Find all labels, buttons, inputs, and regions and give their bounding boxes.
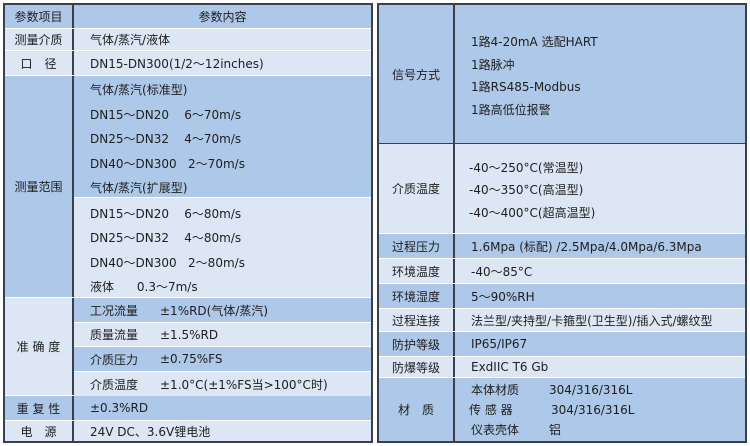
accuracy-value: ±1%RD(气体/蒸汽) — [160, 303, 269, 318]
temp-line: -40～400°C(超高温型) — [469, 206, 596, 220]
range-line: DN40～DN300 2～80m/s — [90, 256, 245, 270]
row-diameter: 口 径 DN15-DN300(1/2～12inches) — [5, 51, 371, 76]
accuracy-value: ±1.0°C(±1%FS当>100°C时) — [160, 377, 328, 392]
range-line: DN25～DN32 4～70m/s — [90, 132, 242, 146]
label: 测量范围 — [5, 76, 74, 297]
row-ambient-temp: 环境温度 -40～85°C — [379, 259, 745, 284]
value: -40～85°C — [471, 264, 533, 279]
signal-line: 1路4-20mA 选配HART — [471, 35, 598, 49]
row-protection: 防护等级 IP65/IP67 — [379, 332, 745, 357]
range-line: DN15～DN20 6～80m/s — [90, 207, 242, 221]
header-item: 参数项目 — [5, 5, 74, 28]
row-medium-temp: 介质温度 -40～250°C(常温型) -40～350°C(高温型) -40～4… — [379, 144, 745, 234]
label: 准 确 度 — [5, 298, 74, 395]
row-range: 测量范围 气体/蒸汽(标准型) DN15～DN20 6～70m/s DN25～D… — [5, 76, 371, 298]
spec-table-right: 信号方式 1路4-20mA 选配HART 1路脉冲 1路RS485-Modbus… — [377, 3, 747, 443]
label: 电 源 — [5, 421, 74, 441]
value: 法兰型/夹持型/卡箍型(卫生型)/插入式/螺纹型 — [471, 313, 713, 328]
accuracy-key: 介质温度 — [90, 377, 139, 392]
range-line: 液体 0.3～7m/s — [90, 280, 198, 294]
accuracy-key: 介质压力 — [90, 352, 139, 367]
signal-line: 1路高低位报警 — [471, 103, 551, 117]
value: 24V DC、3.6V锂电池 — [90, 424, 211, 439]
range-line: 气体/蒸汽(扩展型) — [90, 181, 188, 195]
label: 介质温度 — [379, 144, 455, 233]
value: 气体/蒸汽/液体 — [90, 33, 171, 47]
signal-line: 1路脉冲 — [471, 58, 515, 72]
row-repeatability: 重 复 性 ±0.3%RD — [5, 396, 371, 421]
row-explosion: 防爆等级 ExdIIC T6 Gb — [379, 357, 745, 378]
value: DN15-DN300(1/2～12inches) — [90, 56, 264, 71]
header-content: 参数内容 — [198, 10, 247, 24]
range-line: 气体/蒸汽(标准型) — [90, 83, 188, 97]
material-key: 传 感 器 — [469, 403, 513, 417]
row-material: 材 质 本体材质 304/316/316L 传 感 器 304/316/316L 仪… — [379, 378, 745, 441]
range-line: DN40～DN300 2～70m/s — [90, 157, 245, 171]
material-key: 仪表壳体 — [471, 423, 520, 437]
signal-line: 1路RS485-Modbus — [471, 80, 581, 94]
label: 材 质 — [379, 378, 455, 441]
label: 信号方式 — [379, 5, 455, 143]
label: 过程连接 — [379, 309, 455, 331]
material-value: 304/316/316L — [549, 383, 633, 397]
temp-line: -40～350°C(高温型) — [469, 183, 584, 197]
material-value: 304/316/316L — [551, 403, 635, 417]
row-humidity: 环境湿度 5～90%RH — [379, 284, 745, 309]
range-line: DN15～DN20 6～70m/s — [90, 108, 242, 122]
value: 5～90%RH — [471, 289, 535, 304]
row-pressure: 过程压力 1.6Mpa (标配) /2.5Mpa/4.0Mpa/6.3Mpa — [379, 234, 745, 259]
label: 过程压力 — [379, 234, 455, 258]
row-connection: 过程连接 法兰型/夹持型/卡箍型(卫生型)/插入式/螺纹型 — [379, 309, 745, 332]
accuracy-key: 工况流量 — [90, 303, 139, 318]
value: ExdIIC T6 Gb — [471, 360, 549, 374]
label: 防爆等级 — [379, 357, 455, 377]
accuracy-value: ±1.5%RD — [160, 327, 219, 342]
spec-table-left: 参数项目 参数内容 测量介质 气体/蒸汽/液体 口 径 DN15-DN300(1… — [3, 3, 373, 443]
label: 重 复 性 — [5, 396, 74, 420]
row-medium: 测量介质 气体/蒸汽/液体 — [5, 29, 371, 51]
label: 口 径 — [5, 51, 74, 75]
material-value: 铝 — [549, 423, 562, 437]
label: 环境湿度 — [379, 284, 455, 308]
row-signal: 信号方式 1路4-20mA 选配HART 1路脉冲 1路RS485-Modbus… — [379, 5, 745, 144]
header-row: 参数项目 参数内容 — [5, 5, 371, 29]
label: 环境温度 — [379, 259, 455, 283]
row-accuracy: 准 确 度 工况流量 ±1%RD(气体/蒸汽) 质量流量 ±1.5%RD 介质压力 ±… — [5, 298, 371, 396]
value: IP65/IP67 — [471, 337, 528, 351]
value: ±0.3%RD — [90, 401, 149, 415]
accuracy-value: ±0.75%FS — [160, 352, 223, 366]
label: 测量介质 — [5, 29, 74, 50]
temp-line: -40～250°C(常温型) — [469, 161, 584, 175]
value: 1.6Mpa (标配) /2.5Mpa/4.0Mpa/6.3Mpa — [471, 239, 702, 254]
accuracy-key: 质量流量 — [90, 328, 139, 342]
row-power: 电 源 24V DC、3.6V锂电池 — [5, 421, 371, 441]
material-key: 本体材质 — [471, 383, 520, 397]
label: 防护等级 — [379, 332, 455, 356]
range-line: DN25～DN32 4～80m/s — [90, 231, 242, 245]
